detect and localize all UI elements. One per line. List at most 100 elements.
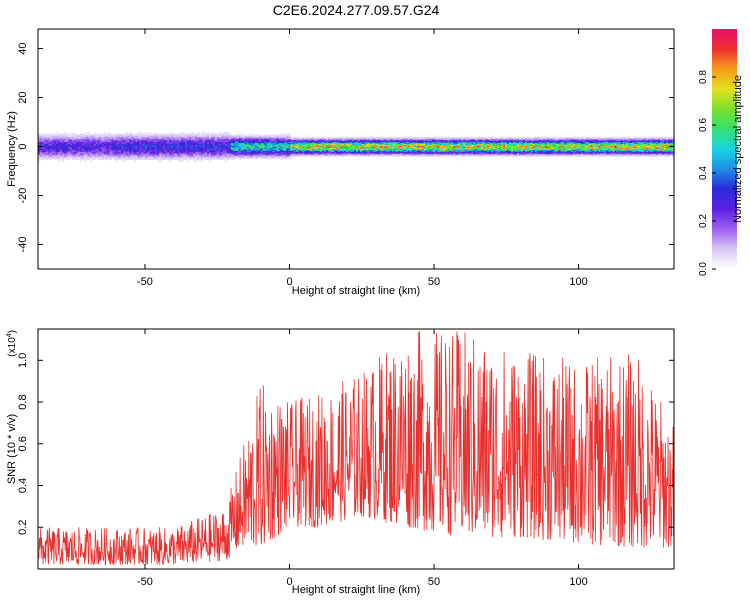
heatmap-cell [556, 153, 560, 155]
heatmap-cell [212, 133, 216, 136]
heatmap-cell [439, 144, 443, 146]
heatmap-cell [336, 144, 339, 146]
heatmap-cell [300, 146, 303, 148]
heatmap-cell [296, 141, 299, 144]
heatmap-cell [266, 146, 270, 149]
heatmap-cell [260, 154, 264, 157]
heatmap-cell [385, 144, 389, 146]
heatmap-cell [292, 155, 295, 157]
heatmap-cell [49, 153, 53, 156]
heatmap-cell [427, 154, 431, 156]
heatmap-cell [554, 152, 558, 154]
heatmap-cell [61, 148, 65, 151]
heatmap-cell [256, 138, 260, 141]
heatmap-cell [326, 151, 329, 153]
heatmap-cell [314, 153, 317, 155]
heatmap-cell [455, 142, 458, 145]
heatmap-cell [544, 142, 548, 145]
heatmap-cell [554, 154, 558, 156]
heatmap-cell [427, 148, 431, 150]
heatmap-cell [298, 136, 301, 139]
heatmap-cell [89, 143, 93, 146]
heatmap-cell [350, 154, 353, 156]
heatmap-cell [419, 143, 423, 145]
heatmap-cell [350, 152, 353, 154]
heatmap-cell [359, 137, 363, 140]
heatmap-cell [320, 145, 323, 147]
heatmap-cell [528, 136, 532, 139]
heatmap-cell [528, 152, 532, 154]
heatmap-cell [540, 148, 544, 150]
heatmap-cell [109, 143, 113, 146]
heatmap-cell [206, 149, 210, 152]
heatmap-cell [290, 145, 293, 147]
heatmap-cell [397, 145, 401, 147]
heatmap-cell [459, 148, 462, 150]
heatmap-cell [85, 154, 89, 157]
heatmap-cell [449, 142, 452, 145]
heatmap-cell [401, 153, 405, 155]
heatmap-cell [340, 145, 343, 147]
heatmap-cell [409, 138, 413, 141]
heatmap-cell [264, 136, 268, 138]
heatmap-cell [276, 143, 280, 146]
heatmap-cell [141, 154, 144, 157]
heatmap-cell [191, 133, 194, 136]
heatmap-cell [115, 159, 119, 162]
heatmap-cell [469, 152, 472, 154]
heatmap-cell [566, 143, 570, 145]
heatmap-cell [296, 136, 299, 139]
heatmap-cell [326, 138, 329, 141]
heatmap-cell [214, 153, 218, 156]
heatmap-cell [306, 145, 309, 147]
heatmap-cell [39, 156, 43, 159]
heatmap-cell [262, 149, 266, 151]
heatmap-cell [324, 153, 327, 155]
heatmap-cell [191, 135, 194, 138]
heatmap-cell [81, 154, 85, 157]
heatmap-cell [109, 148, 113, 151]
heatmap-cell [435, 141, 439, 144]
heatmap-cell [91, 138, 95, 141]
heatmap-cell [149, 133, 152, 136]
heatmap-cell [487, 139, 490, 142]
heatmap-cell [304, 152, 307, 154]
heatmap-cell [87, 156, 91, 159]
heatmap-cell [38, 144, 41, 147]
heatmap-cell [536, 152, 540, 154]
heatmap-cell [471, 150, 474, 152]
heatmap-cell [324, 152, 327, 154]
heatmap-cell [471, 151, 474, 153]
heatmap-cell [526, 146, 530, 148]
heatmap-cell [356, 142, 359, 145]
heatmap-cell [393, 155, 397, 157]
heatmap-cell [564, 141, 568, 144]
heatmap-cell [453, 138, 456, 141]
heatmap-cell [435, 149, 439, 151]
heatmap-cell [304, 136, 307, 139]
heatmap-cell [451, 144, 454, 146]
heatmap-cell [318, 137, 321, 140]
heatmap-cell [328, 146, 331, 148]
heatmap-cell [79, 151, 83, 154]
heatmap-cell [210, 157, 214, 161]
heatmap-cell [332, 149, 335, 151]
heatmap-cell [501, 137, 504, 140]
heatmap-cell [246, 157, 250, 159]
heatmap-cell [204, 143, 208, 146]
heatmap-cell [483, 141, 486, 144]
heatmap-cell [338, 141, 341, 144]
heatmap-cell [459, 151, 462, 153]
heatmap-cell [322, 145, 325, 147]
heatmap-cell [330, 148, 333, 150]
heatmap-cell [294, 137, 297, 140]
heatmap-cell [556, 154, 560, 156]
heatmap-cell [350, 149, 353, 151]
heatmap-cell [308, 148, 311, 150]
heatmap-cell [437, 137, 441, 140]
heatmap-cell [53, 136, 57, 139]
heatmap-cell [367, 136, 371, 139]
heatmap-cell [181, 149, 184, 152]
heatmap-cell [379, 142, 383, 145]
heatmap-cell [552, 140, 556, 143]
